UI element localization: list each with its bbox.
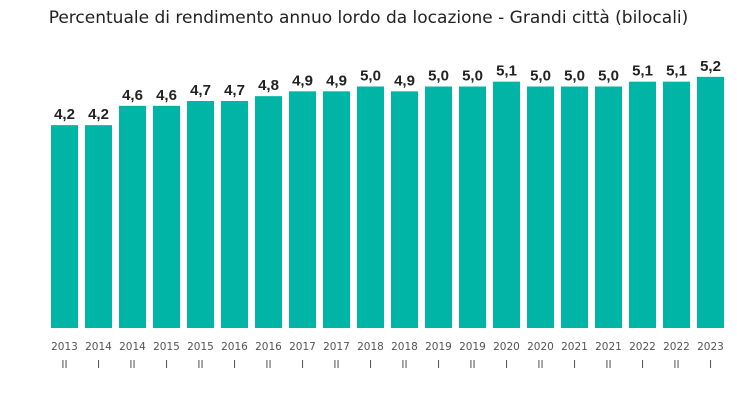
x-tick-year: 2018: [391, 341, 418, 353]
x-tick-year: 2019: [425, 341, 452, 353]
x-tick-year: 2014: [85, 341, 112, 353]
bar: [425, 86, 452, 328]
bar: [323, 91, 350, 328]
bar: [85, 125, 112, 328]
bar: [391, 91, 418, 328]
x-tick-year: 2016: [255, 341, 282, 353]
x-tick-semester: I: [97, 359, 100, 371]
bar: [595, 86, 622, 328]
bar: [255, 96, 282, 328]
x-tick-semester: II: [537, 359, 543, 371]
x-tick-semester: I: [369, 359, 372, 371]
data-label: 5,0: [462, 68, 483, 85]
x-tick-year: 2013: [51, 341, 78, 353]
x-tick-semester: II: [333, 359, 339, 371]
x-tick-year: 2019: [459, 341, 486, 353]
bar: [629, 81, 656, 328]
x-tick-year: 2015: [153, 341, 180, 353]
bar: [51, 125, 78, 328]
x-tick-year: 2021: [595, 341, 622, 353]
bar: [527, 86, 554, 328]
data-label: 4,2: [54, 106, 75, 123]
x-tick-semester: I: [233, 359, 236, 371]
data-label: 4,2: [88, 106, 109, 123]
bar: [663, 81, 690, 328]
x-tick-year: 2023: [697, 341, 724, 353]
bar: [153, 105, 180, 328]
bar: [697, 76, 724, 328]
x-tick-semester: II: [605, 359, 611, 371]
x-tick-year: 2018: [357, 341, 384, 353]
bar: [493, 81, 520, 328]
data-label: 5,2: [700, 58, 721, 75]
data-label: 5,0: [564, 68, 585, 85]
data-label: 4,9: [292, 72, 313, 89]
x-tick-semester: II: [129, 359, 135, 371]
x-tick-semester: I: [641, 359, 644, 371]
x-tick-year: 2014: [119, 341, 146, 353]
bar: [119, 105, 146, 328]
x-tick-year: 2022: [629, 341, 656, 353]
bar: [289, 91, 316, 328]
x-tick-semester: I: [709, 359, 712, 371]
x-tick-year: 2017: [289, 341, 316, 353]
data-label: 5,1: [632, 63, 653, 80]
x-tick-year: 2022: [663, 341, 690, 353]
x-tick-semester: II: [401, 359, 407, 371]
data-label: 4,7: [224, 82, 245, 99]
data-label: 5,0: [428, 68, 449, 85]
bar: [561, 86, 588, 328]
data-label: 4,8: [258, 77, 279, 94]
x-tick-year: 2016: [221, 341, 248, 353]
x-tick-semester: II: [61, 359, 67, 371]
x-tick-year: 2020: [527, 341, 554, 353]
bar: [459, 86, 486, 328]
x-tick-semester: I: [573, 359, 576, 371]
x-tick-semester: II: [265, 359, 271, 371]
data-label: 5,1: [496, 63, 517, 80]
data-label: 4,9: [394, 72, 415, 89]
data-label: 4,7: [190, 82, 211, 99]
x-tick-semester: I: [301, 359, 304, 371]
bar: [187, 100, 214, 329]
x-tick-semester: II: [469, 359, 475, 371]
bar: [221, 100, 248, 329]
data-label: 5,0: [530, 68, 551, 85]
data-label: 4,9: [326, 72, 347, 89]
x-tick-year: 2020: [493, 341, 520, 353]
data-label: 5,0: [598, 68, 619, 85]
x-tick-year: 2021: [561, 341, 588, 353]
data-label: 4,6: [122, 87, 143, 104]
bar: [357, 86, 384, 328]
x-tick-semester: I: [505, 359, 508, 371]
data-label: 5,1: [666, 63, 687, 80]
x-tick-year: 2015: [187, 341, 214, 353]
chart-title: Percentuale di rendimento annuo lordo da…: [48, 8, 689, 28]
data-label: 5,0: [360, 68, 381, 85]
x-tick-semester: II: [673, 359, 679, 371]
data-label: 4,6: [156, 87, 177, 104]
x-tick-semester: I: [437, 359, 440, 371]
x-tick-year: 2017: [323, 341, 350, 353]
x-tick-semester: I: [165, 359, 168, 371]
x-tick-semester: II: [197, 359, 203, 371]
